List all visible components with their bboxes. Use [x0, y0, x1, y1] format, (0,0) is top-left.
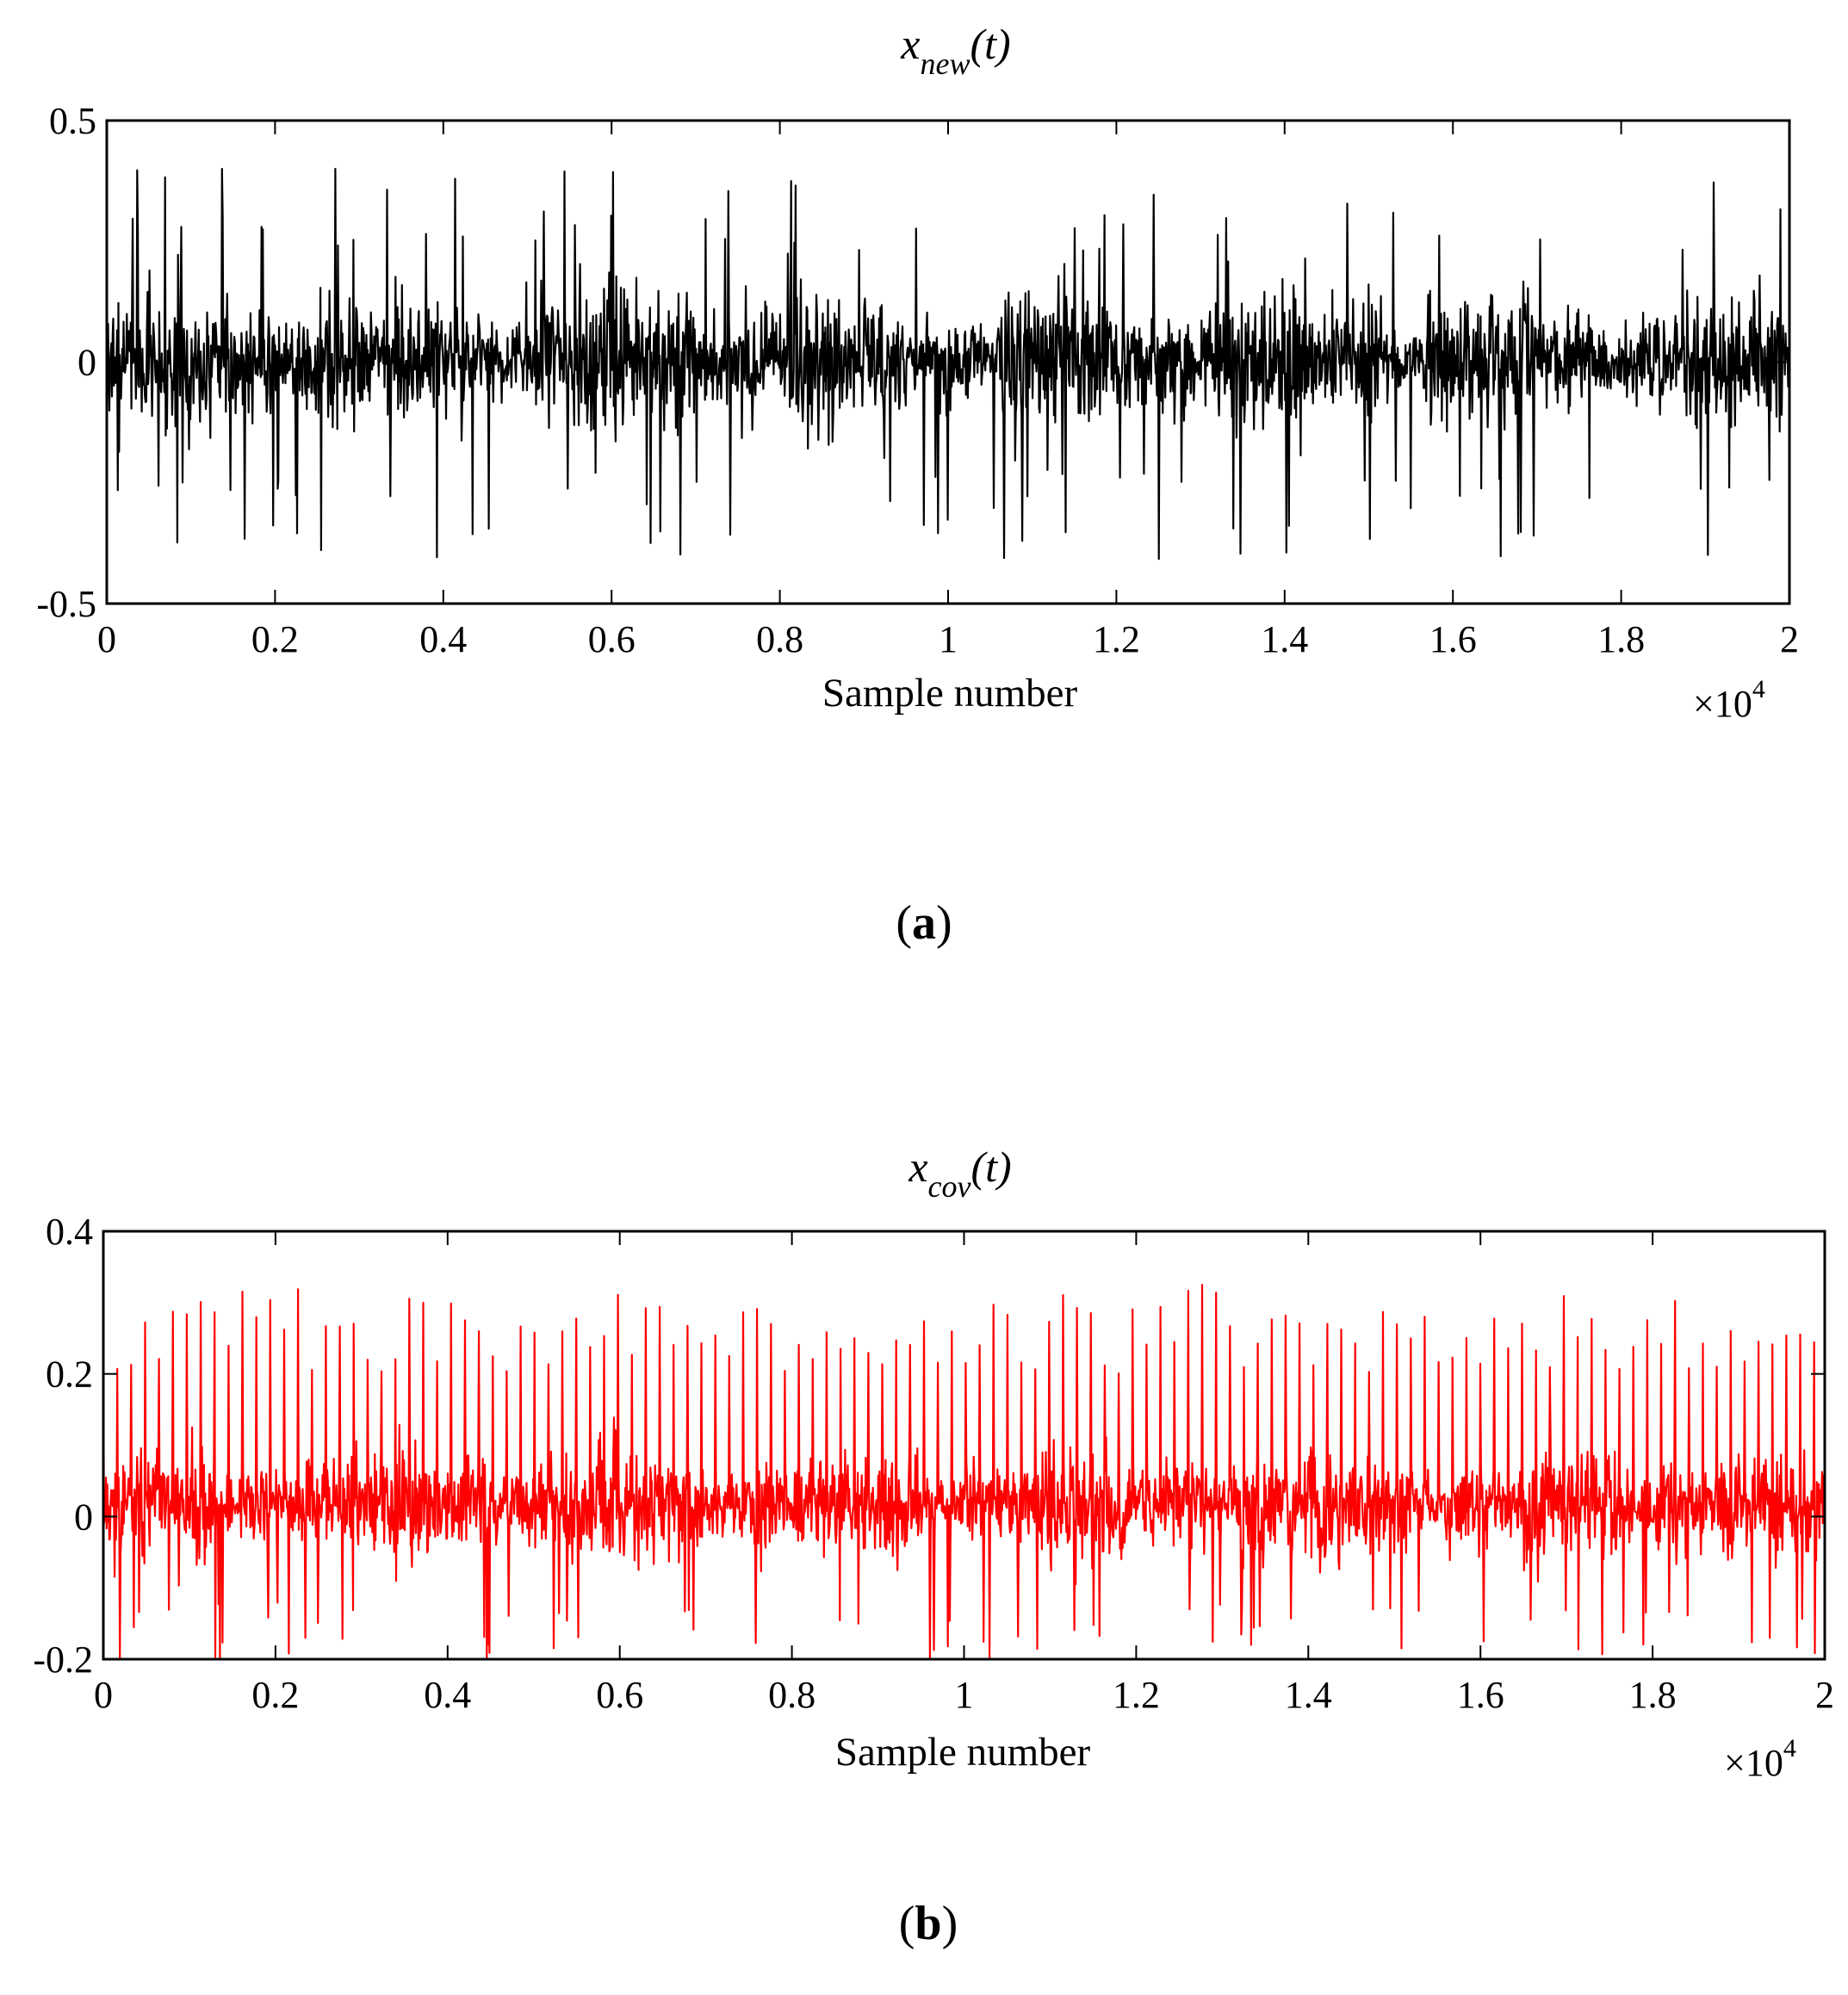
x-tick-label: 2	[1815, 1674, 1834, 1716]
chart-panel-a: 0 0.2 0.4 0.6 0.8 1 1.2 1.4 1.6 1.8 2-0.500.5 xnew…	[36, 20, 1799, 950]
title-sub-a: new	[921, 46, 971, 81]
x-tick-label: 0	[94, 1674, 113, 1716]
ticks-a: 0 0.2 0.4 0.6 0.8 1 1.2 1.4 1.6 1.8 2-0.500.5	[36, 100, 1799, 660]
panel-label-b: (b)	[899, 1897, 958, 1950]
title-sub-b: cov	[928, 1169, 971, 1204]
series-line	[102, 1284, 1826, 1660]
x-tick-label: 0.8	[768, 1674, 815, 1716]
x-tick-label: 1.4	[1261, 618, 1308, 660]
x-multiplier-exp-b: 4	[1783, 1734, 1796, 1763]
x-multiplier-a: ×104	[1693, 675, 1765, 725]
signal-plot-a	[105, 168, 1791, 561]
title-base-a: x	[900, 20, 920, 68]
x-tick-label: 1.6	[1457, 1674, 1504, 1716]
x-tick-label: 1	[955, 1674, 974, 1716]
ticks-b: 0 0.2 0.4 0.6 0.8 1 1.2 1.4 1.6 1.8 2-0.200.20.4	[33, 1211, 1834, 1716]
x-tick-label: 1.6	[1429, 618, 1477, 660]
y-tick-label: -0.5	[36, 583, 96, 625]
x-tick-label: 1.2	[1093, 618, 1140, 660]
y-tick-label: 0.5	[49, 100, 96, 142]
y-tick-label: 0.2	[46, 1354, 93, 1396]
panel-label-a: (a)	[896, 896, 952, 950]
title-tail-b: (t)	[971, 1143, 1011, 1191]
y-tick-label: -0.2	[33, 1639, 93, 1681]
series-line	[105, 168, 1791, 561]
x-tick-label: 1.2	[1113, 1674, 1160, 1716]
x-tick-label: 1.8	[1597, 618, 1645, 660]
x-tick-label: 1.8	[1629, 1674, 1677, 1716]
x-tick-label: 0	[97, 618, 116, 660]
y-tick-label: 0	[78, 342, 96, 384]
x-multiplier-exp-a: 4	[1752, 675, 1765, 703]
title-base-b: x	[908, 1143, 927, 1191]
signal-plot-b	[102, 1284, 1826, 1660]
y-tick-label: 0.4	[46, 1211, 93, 1253]
x-multiplier-b: ×104	[1724, 1734, 1796, 1784]
x-tick-label: 1	[939, 618, 958, 660]
chart-title-a: xnew(t)	[900, 20, 1010, 81]
x-tick-label: 0.6	[596, 1674, 643, 1716]
x-tick-label: 0.4	[424, 1674, 471, 1716]
x-tick-label: 0.2	[251, 618, 299, 660]
title-tail-a: (t)	[971, 20, 1011, 68]
x-tick-label: 2	[1780, 618, 1799, 660]
chart-panel-b: 0 0.2 0.4 0.6 0.8 1 1.2 1.4 1.6 1.8 2-0.200.20.4 x…	[33, 1143, 1834, 1950]
chart-title-b: xcov(t)	[908, 1143, 1011, 1204]
x-axis-label-b: Sample number	[835, 1730, 1091, 1775]
y-tick-label: 0	[74, 1496, 93, 1538]
x-tick-label: 0.4	[419, 618, 467, 660]
x-tick-label: 1.4	[1285, 1674, 1332, 1716]
x-tick-label: 0.6	[588, 618, 636, 660]
x-tick-label: 0.2	[251, 1674, 299, 1716]
x-axis-label-a: Sample number	[822, 671, 1078, 716]
x-tick-label: 0.8	[756, 618, 803, 660]
